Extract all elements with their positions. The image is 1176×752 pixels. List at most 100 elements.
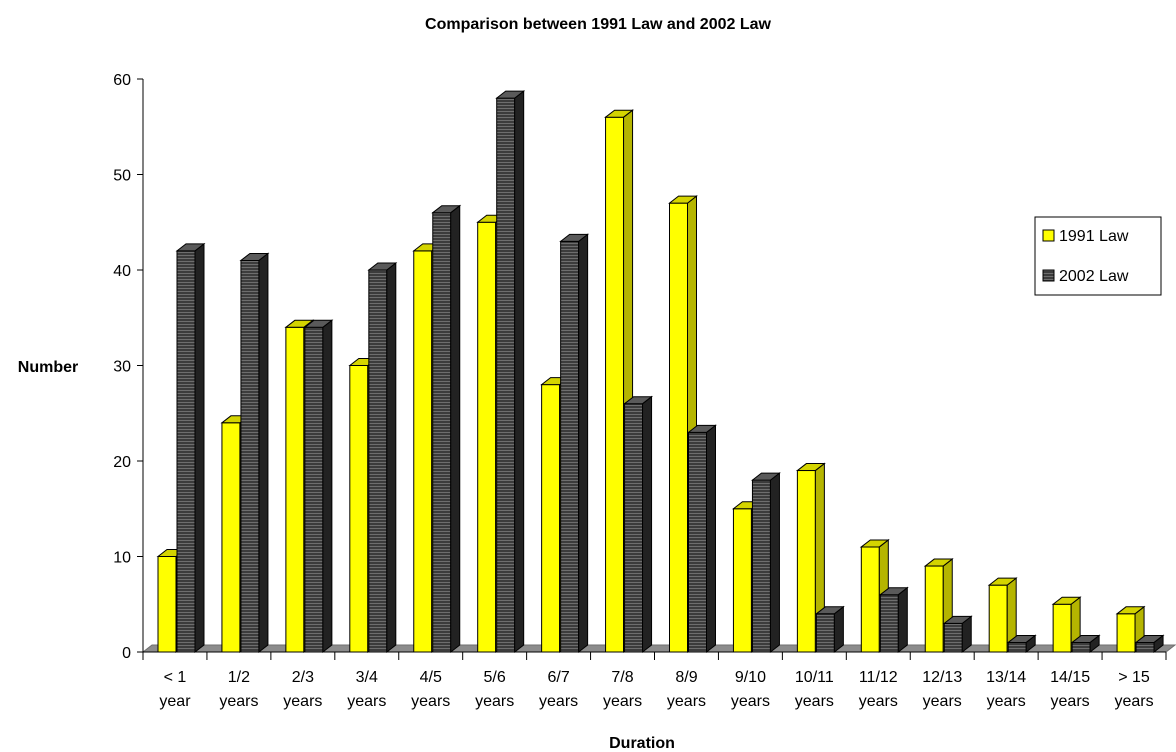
x-tick-label: 11/12 years (859, 669, 898, 710)
bar-front (815, 613, 835, 653)
bar-front (924, 565, 944, 653)
bar-2002-law (495, 90, 526, 654)
legend: 1991 Law 2002 Law (1034, 216, 1162, 296)
bar-front (605, 116, 625, 653)
bar-front (432, 212, 452, 653)
x-tick-label-line: 7/8 (611, 669, 633, 686)
y-tick-labels: 0 10 20 30 40 50 60 (113, 72, 131, 662)
bar-front (688, 431, 707, 653)
x-tick-label-line: years (795, 693, 834, 710)
x-tick-label-line: 5/6 (484, 669, 506, 686)
bar-front (732, 508, 752, 653)
x-tick-label-line: years (475, 693, 514, 710)
bar-front (879, 594, 899, 653)
bar-front (477, 221, 497, 653)
bar-top (878, 587, 909, 596)
bar-top (668, 195, 698, 204)
bar-side (514, 90, 525, 654)
bars (156, 90, 1165, 654)
bar-top (923, 558, 954, 567)
bar-front (413, 250, 433, 653)
bar-top (1134, 634, 1165, 643)
chart-title: Comparison between 1991 Law and 2002 Law (425, 16, 771, 33)
bar-1991-law (1115, 605, 1146, 654)
bar-top (750, 472, 781, 481)
x-tick-label: 10/11 years (795, 669, 834, 710)
x-tick-label-line: 4/5 (420, 669, 442, 686)
x-tick-label: 14/15 years (1050, 669, 1090, 710)
x-tick-label: < 1 year (159, 669, 191, 710)
y-axis-title: Number (18, 359, 78, 376)
legend-swatch-2002-law (1042, 269, 1055, 282)
bar-front (240, 259, 260, 653)
bar-side (706, 424, 716, 654)
x-tick-label-line: years (1114, 693, 1153, 710)
bar-top (987, 577, 1018, 586)
bar-front (669, 202, 688, 653)
bar-side (897, 586, 908, 654)
x-tick-label-line: 9/10 (735, 669, 766, 686)
bar-front (221, 422, 241, 653)
bar-top (367, 262, 398, 271)
x-tick-label: 3/4 years (347, 669, 386, 710)
x-tick-label-line: 6/7 (547, 669, 569, 686)
bar-2002-law (1070, 634, 1101, 654)
x-tick-label: 5/6 years (475, 669, 514, 710)
bar-top (175, 243, 206, 252)
x-tick-label-line: years (539, 693, 578, 710)
bar-front (1007, 641, 1027, 653)
bar-2002-law (814, 605, 845, 654)
x-tick-label-line: year (159, 693, 191, 710)
bar-side (386, 261, 397, 654)
y-tick-label: 10 (113, 550, 131, 567)
bar-side (194, 242, 205, 654)
bar-top (795, 463, 826, 472)
bar-top (303, 319, 334, 328)
bar-front (1135, 641, 1155, 653)
bar-side (642, 395, 653, 654)
x-tick-label-line: years (987, 693, 1026, 710)
bar-top (1115, 606, 1146, 615)
bar-front (1071, 641, 1091, 653)
bar-front (796, 470, 816, 653)
bar-top (859, 539, 890, 548)
legend-box (1034, 216, 1162, 296)
y-tick-label: 40 (113, 263, 131, 280)
x-tick-label-line: years (667, 693, 706, 710)
bar-2002-law (367, 261, 398, 654)
bar-front (860, 546, 880, 653)
bar-top (814, 606, 845, 615)
bar-top (687, 424, 717, 433)
x-tick-label-line: 10/11 (795, 669, 834, 686)
bar-1991-law (795, 462, 826, 654)
x-axis-title: Duration (609, 735, 675, 752)
bar-2002-law (175, 242, 206, 654)
bar-front (304, 326, 324, 653)
bar-top (1051, 596, 1082, 605)
bar-front (1116, 613, 1136, 653)
bar-top (495, 90, 526, 99)
x-tick-label-line: years (283, 693, 322, 710)
bar-top (604, 109, 635, 118)
bar-side (450, 204, 461, 654)
x-tick-label-line: years (603, 693, 642, 710)
bar-front (943, 622, 963, 653)
legend-label-1991-law: 1991 Law (1059, 228, 1129, 245)
bar-2002-law (559, 233, 590, 654)
bar-2002-law (1006, 634, 1037, 654)
bar-top (623, 396, 654, 405)
y-tick-label: 0 (122, 645, 131, 662)
x-tick-label-line: years (731, 693, 770, 710)
x-tick-label: 8/9 years (667, 669, 706, 710)
bar-top (942, 615, 973, 624)
bar-2002-law (303, 319, 334, 654)
x-tick-label: 4/5 years (411, 669, 450, 710)
bar-side (578, 233, 589, 654)
x-tick-label-line: 1/2 (228, 669, 250, 686)
bar-side (258, 252, 269, 654)
bar-top (431, 205, 462, 214)
bar-2002-law (942, 615, 973, 654)
bar-top (284, 319, 315, 328)
